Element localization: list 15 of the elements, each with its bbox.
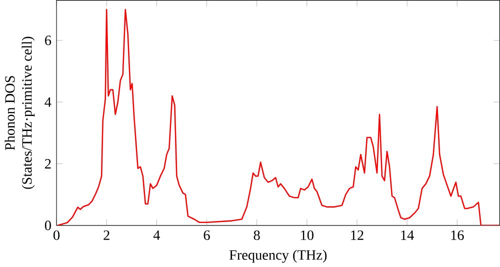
y-tick-label: 6 — [45, 35, 52, 45]
x-axis-title: Frequency (THz) — [229, 250, 327, 262]
x-tick-label: 16 — [451, 230, 464, 240]
y-tick-label: 2 — [45, 158, 51, 168]
y-axis-title: Phonon DOS (States/THz·primitive cell) — [4, 36, 35, 189]
y-tick-label: 0 — [44, 220, 51, 230]
y-tick-label: 4 — [44, 97, 52, 107]
x-tick-label: 12 — [351, 230, 364, 240]
x-tick-label: 6 — [204, 230, 210, 240]
x-tick-label: 14 — [401, 230, 414, 240]
x-tick-label: 2 — [104, 230, 110, 240]
x-tick-label: 10 — [301, 230, 314, 240]
x-tick-label: 0 — [54, 230, 60, 240]
x-tick-label: 4 — [153, 230, 160, 240]
x-tick-label: 8 — [254, 230, 260, 240]
